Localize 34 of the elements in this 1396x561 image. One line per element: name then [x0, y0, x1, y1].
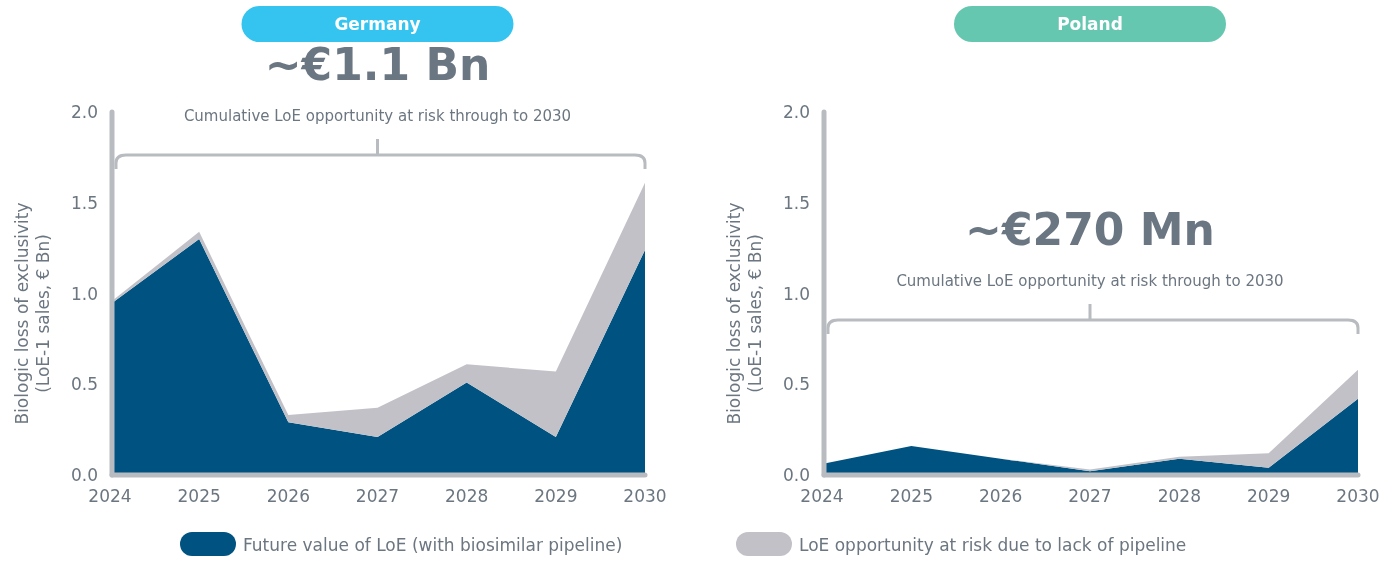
- x-tick-label: 2030: [623, 486, 667, 506]
- y-tick-label: 1.5: [782, 192, 810, 213]
- y-tick-label: 1.0: [70, 283, 98, 304]
- y-tick-label: 0.5: [782, 374, 810, 395]
- y-tick-label: 2.0: [70, 102, 98, 122]
- chart-title: Poland: [1057, 14, 1123, 34]
- annotation: ~€270 Mn: [965, 204, 1215, 255]
- x-tick-label: 2025: [177, 486, 221, 506]
- annotation: Cumulative LoE opportunity at risk through to 2030: [183, 107, 572, 125]
- annotation: Cumulative LoE opportunity at risk through to 2030: [896, 272, 1284, 290]
- y-tick-label: 0.5: [70, 374, 98, 395]
- x-tick-label: 2025: [889, 486, 933, 506]
- text: ~€1.1 Bn: [264, 39, 491, 90]
- x-tick-label: 2026: [979, 486, 1023, 506]
- y-tick-label: 0.0: [70, 465, 98, 485]
- x-tick-label: 2027: [355, 486, 400, 506]
- y-tick-label: 1.5: [70, 192, 98, 213]
- y-tick-label: 1.0: [782, 283, 810, 304]
- x-tick-label: 2027: [1068, 486, 1112, 506]
- legend-label: Future value of LoE (with biosimilar pipeline): [243, 535, 623, 555]
- x-tick-label: 2024: [800, 486, 844, 506]
- x-tick-label: 2029: [534, 486, 578, 506]
- x-tick-label: 2024: [88, 486, 132, 506]
- x-tick-label: 2026: [266, 486, 310, 506]
- x-tick-label: 2028: [445, 486, 489, 506]
- legend-label: LoE opportunity at risk due to lack of pipeline: [799, 535, 1187, 555]
- x-tick-label: 2029: [1247, 486, 1291, 506]
- y-axis-title: Biologic loss of exclusivity (LoE-1 sales, € Bn): [724, 202, 765, 425]
- y-axis-title: Biologic loss of exclusivity (LoE-1 sales, € Bn): [12, 202, 53, 425]
- x-tick-label: 2028: [1157, 486, 1201, 506]
- chart-title: Germany: [334, 14, 421, 34]
- x-tick-label: 2030: [1336, 486, 1380, 506]
- y-tick-label: 2.0: [782, 102, 810, 122]
- y-tick-label: 0.0: [782, 465, 810, 485]
